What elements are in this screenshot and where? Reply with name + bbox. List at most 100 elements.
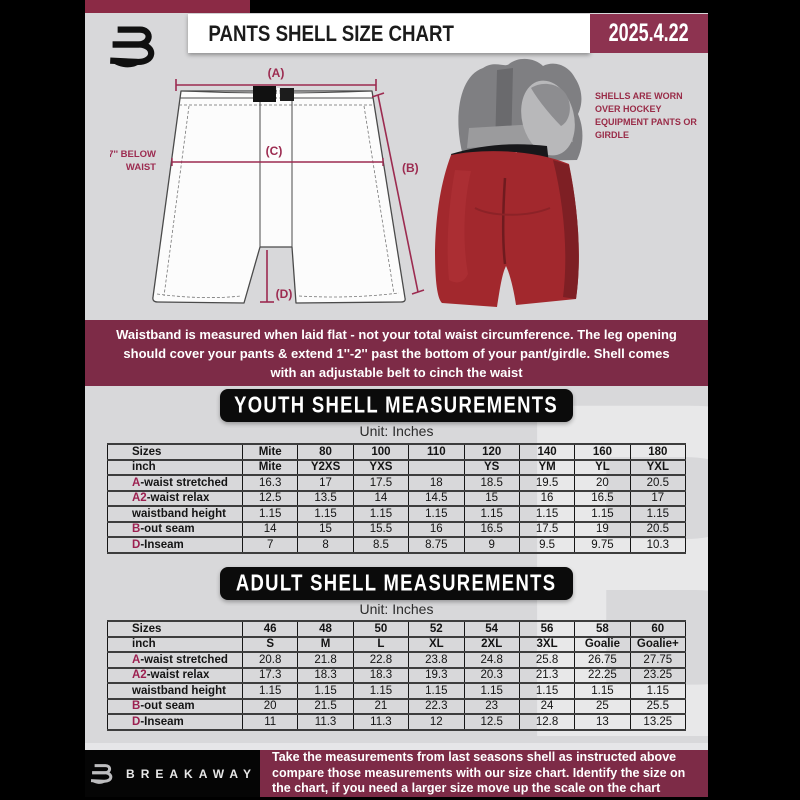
adult-unit-label: Unit: Inches: [359, 601, 434, 617]
diagram-label-a: (A): [268, 66, 285, 80]
column-header-cell: 140: [518, 443, 576, 461]
waist-note-line2: WAIST: [126, 162, 156, 173]
table-row: inch S M L XL 2XL 3XL Goalie Goalie+: [107, 635, 687, 653]
value-cell: 16.5: [463, 520, 520, 538]
value-cell: 16: [518, 489, 576, 507]
column-header-cell: 3XL: [518, 635, 576, 653]
value-cell: 19: [574, 520, 631, 538]
value-cell: 17.5: [518, 520, 576, 538]
value-cell: 1.15: [297, 505, 354, 523]
waist-note-line1: 7'' BELOW: [110, 149, 156, 160]
value-cell: 21.3: [518, 666, 576, 684]
table-row: A-waist stretched 16.3 17 17.5 18 18.5 19.5 20 2…: [107, 474, 687, 492]
hockey-pants-photo: [435, 58, 583, 307]
value-cell: 18: [408, 474, 465, 492]
notice-banner: Waistband is measured when laid flat - n…: [85, 320, 708, 386]
value-cell: 20.3: [463, 666, 520, 684]
value-cell: 19.3: [408, 666, 465, 684]
date-text: 2025.4.22: [608, 19, 690, 47]
row-label: waistband height: [107, 505, 243, 523]
value-cell: 13: [574, 713, 631, 731]
column-header-cell: YXS: [352, 458, 410, 476]
value-cell: 14: [241, 520, 299, 538]
value-cell: 27.75: [629, 651, 687, 669]
row-label: A-waist stretched: [107, 651, 243, 669]
column-header-cell: 54: [463, 620, 520, 638]
column-header-cell: 60: [629, 620, 687, 638]
value-cell: 8.75: [408, 536, 465, 554]
column-header-cell: Goalie: [574, 635, 631, 653]
diagram-label-b: (B): [402, 161, 419, 175]
value-cell: 15: [463, 489, 520, 507]
value-cell: 23.8: [408, 651, 465, 669]
column-header-cell: 48: [297, 620, 354, 638]
column-header-cell: YXL: [629, 458, 687, 476]
row-label: inch: [107, 635, 243, 653]
column-header-cell: S: [241, 635, 299, 653]
date-badge: 2025.4.22: [590, 14, 708, 53]
value-cell: 1.15: [408, 505, 465, 523]
value-cell: 16: [408, 520, 465, 538]
table-row: B-out seam 20 21.5 21 22.3 23 24 25 25.5: [107, 697, 687, 715]
title-bar: PANTS SHELL SIZE CHART: [188, 14, 590, 53]
table-row: waistband height 1.15 1.15 1.15 1.15 1.15 1.15…: [107, 505, 687, 523]
value-cell: 18.3: [352, 666, 410, 684]
value-cell: 14.5: [408, 489, 465, 507]
value-cell: 23.25: [629, 666, 687, 684]
youth-size-table: Sizes Mite 80 100 110 120 140 160 180 inch Mite Y2X…: [107, 443, 687, 554]
footer-divider: [85, 743, 708, 750]
row-label: A2-waist relax: [107, 489, 243, 507]
value-cell: 1.15: [408, 682, 465, 700]
value-cell: 23: [463, 697, 520, 715]
row-label: D-Inseam: [107, 536, 243, 554]
column-header-cell: Goalie+: [629, 635, 687, 653]
row-label: Sizes: [107, 443, 243, 461]
value-cell: 26.75: [574, 651, 631, 669]
value-cell: 11.3: [297, 713, 354, 731]
value-cell: 1.15: [463, 505, 520, 523]
top-border-strip: [250, 0, 708, 13]
value-cell: 22.25: [574, 666, 631, 684]
column-header-cell: M: [297, 635, 354, 653]
value-cell: 1.15: [352, 505, 410, 523]
adult-section-title: ADULT SHELL MEASUREMENTS: [236, 570, 557, 596]
column-header-cell: 120: [463, 443, 520, 461]
value-cell: 24.8: [463, 651, 520, 669]
value-cell: 1.15: [574, 505, 631, 523]
value-cell: 12: [408, 713, 465, 731]
value-cell: 21.5: [297, 697, 354, 715]
value-cell: 20.8: [241, 651, 299, 669]
diagram-label-d: (D): [276, 287, 293, 301]
value-cell: 17: [297, 474, 354, 492]
value-cell: 1.15: [518, 682, 576, 700]
value-cell: 1.15: [241, 682, 299, 700]
footer-logo-box: BREAKAWAY: [85, 750, 260, 797]
value-cell: 25.5: [629, 697, 687, 715]
column-header-cell: YS: [463, 458, 520, 476]
value-cell: 25.8: [518, 651, 576, 669]
value-cell: 1.15: [297, 682, 354, 700]
value-cell: 1.15: [629, 682, 687, 700]
value-cell: 10.3: [629, 536, 687, 554]
measure-line-c: [171, 158, 384, 166]
value-cell: 22.8: [352, 651, 410, 669]
row-label: waistband height: [107, 682, 243, 700]
column-header-cell: 52: [408, 620, 465, 638]
table-row: D-Inseam 11 11.3 11.3 12 12.5 12.8 13 13.25: [107, 713, 687, 731]
page-title: PANTS SHELL SIZE CHART: [208, 20, 454, 46]
value-cell: 18.3: [297, 666, 354, 684]
youth-section-title: YOUTH SHELL MEASUREMENTS: [234, 392, 559, 418]
value-cell: 1.15: [574, 682, 631, 700]
value-cell: 21.8: [297, 651, 354, 669]
column-header-cell: 80: [297, 443, 354, 461]
value-cell: 12.5: [463, 713, 520, 731]
column-header-cell: 2XL: [463, 635, 520, 653]
table-row: A-waist stretched 20.8 21.8 22.8 23.8 24.8 25.…: [107, 651, 687, 669]
column-header-cell: Mite: [241, 458, 299, 476]
value-cell: 9.5: [518, 536, 576, 554]
value-cell: 22.3: [408, 697, 465, 715]
value-cell: 1.15: [518, 505, 576, 523]
column-header-cell: Y2XS: [297, 458, 354, 476]
column-header-cell: Mite: [241, 443, 299, 461]
